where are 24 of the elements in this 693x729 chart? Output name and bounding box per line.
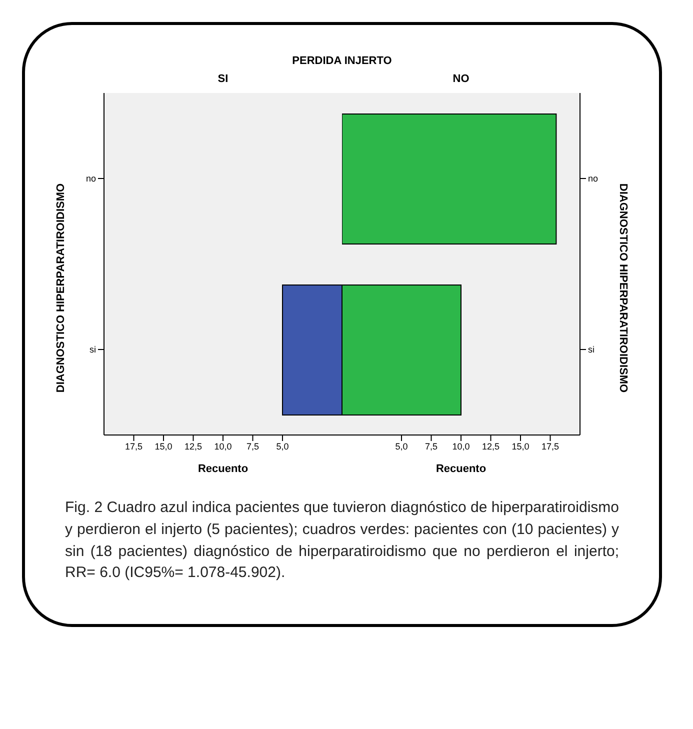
y-axis-title: DIAGNOSTICO HIPERPARATIROIDISMO	[55, 183, 67, 393]
x-tick-label: 15,0	[154, 441, 172, 452]
x-tick-label: 10,0	[452, 441, 470, 452]
caption: Fig. 2 Cuadro azul indica pacientes que tuvieron diagnóstico de hiperparatiroidismo y perdieron el injerto (5 pacientes); cuadros verdes: pacientes con (10 pacientes) y sin (18 pacientes) diagnóstico de hiperparatiroidismo que no perdieron el injerto; RR= 6.0 (IC95%= 1.078-45.902).	[65, 498, 619, 584]
y2-axis-title: DIAGNOSTICO HIPERPARATIROIDISMO	[617, 183, 629, 393]
x-tick-label: 5,0	[395, 441, 408, 452]
x-tick-label: 10,0	[214, 441, 232, 452]
y-tick-label: si	[588, 344, 594, 355]
y-tick-label: si	[90, 344, 96, 355]
y-tick-label: no	[86, 174, 96, 184]
x-tick-label: 17,5	[124, 441, 143, 452]
x-tick-label: 17,5	[541, 441, 560, 452]
x-tick-label: 7,5	[424, 441, 438, 452]
chart-subtitle: SI	[216, 73, 230, 87]
chart-subtitle: NO	[452, 73, 470, 87]
x-tick-label: 12,5	[184, 441, 202, 452]
x-axis-title: Recuento	[434, 463, 488, 475]
x-tick-label: 15,0	[512, 441, 530, 452]
x-tick-label: 5,0	[276, 441, 289, 452]
chart-title: PERDIDA INJERTO	[291, 55, 393, 67]
y-tick-label: no	[588, 174, 598, 184]
x-tick-label: 12,5	[482, 441, 500, 452]
x-axis-title: Recuento	[196, 463, 250, 475]
x-tick-label: 7,5	[246, 441, 260, 452]
